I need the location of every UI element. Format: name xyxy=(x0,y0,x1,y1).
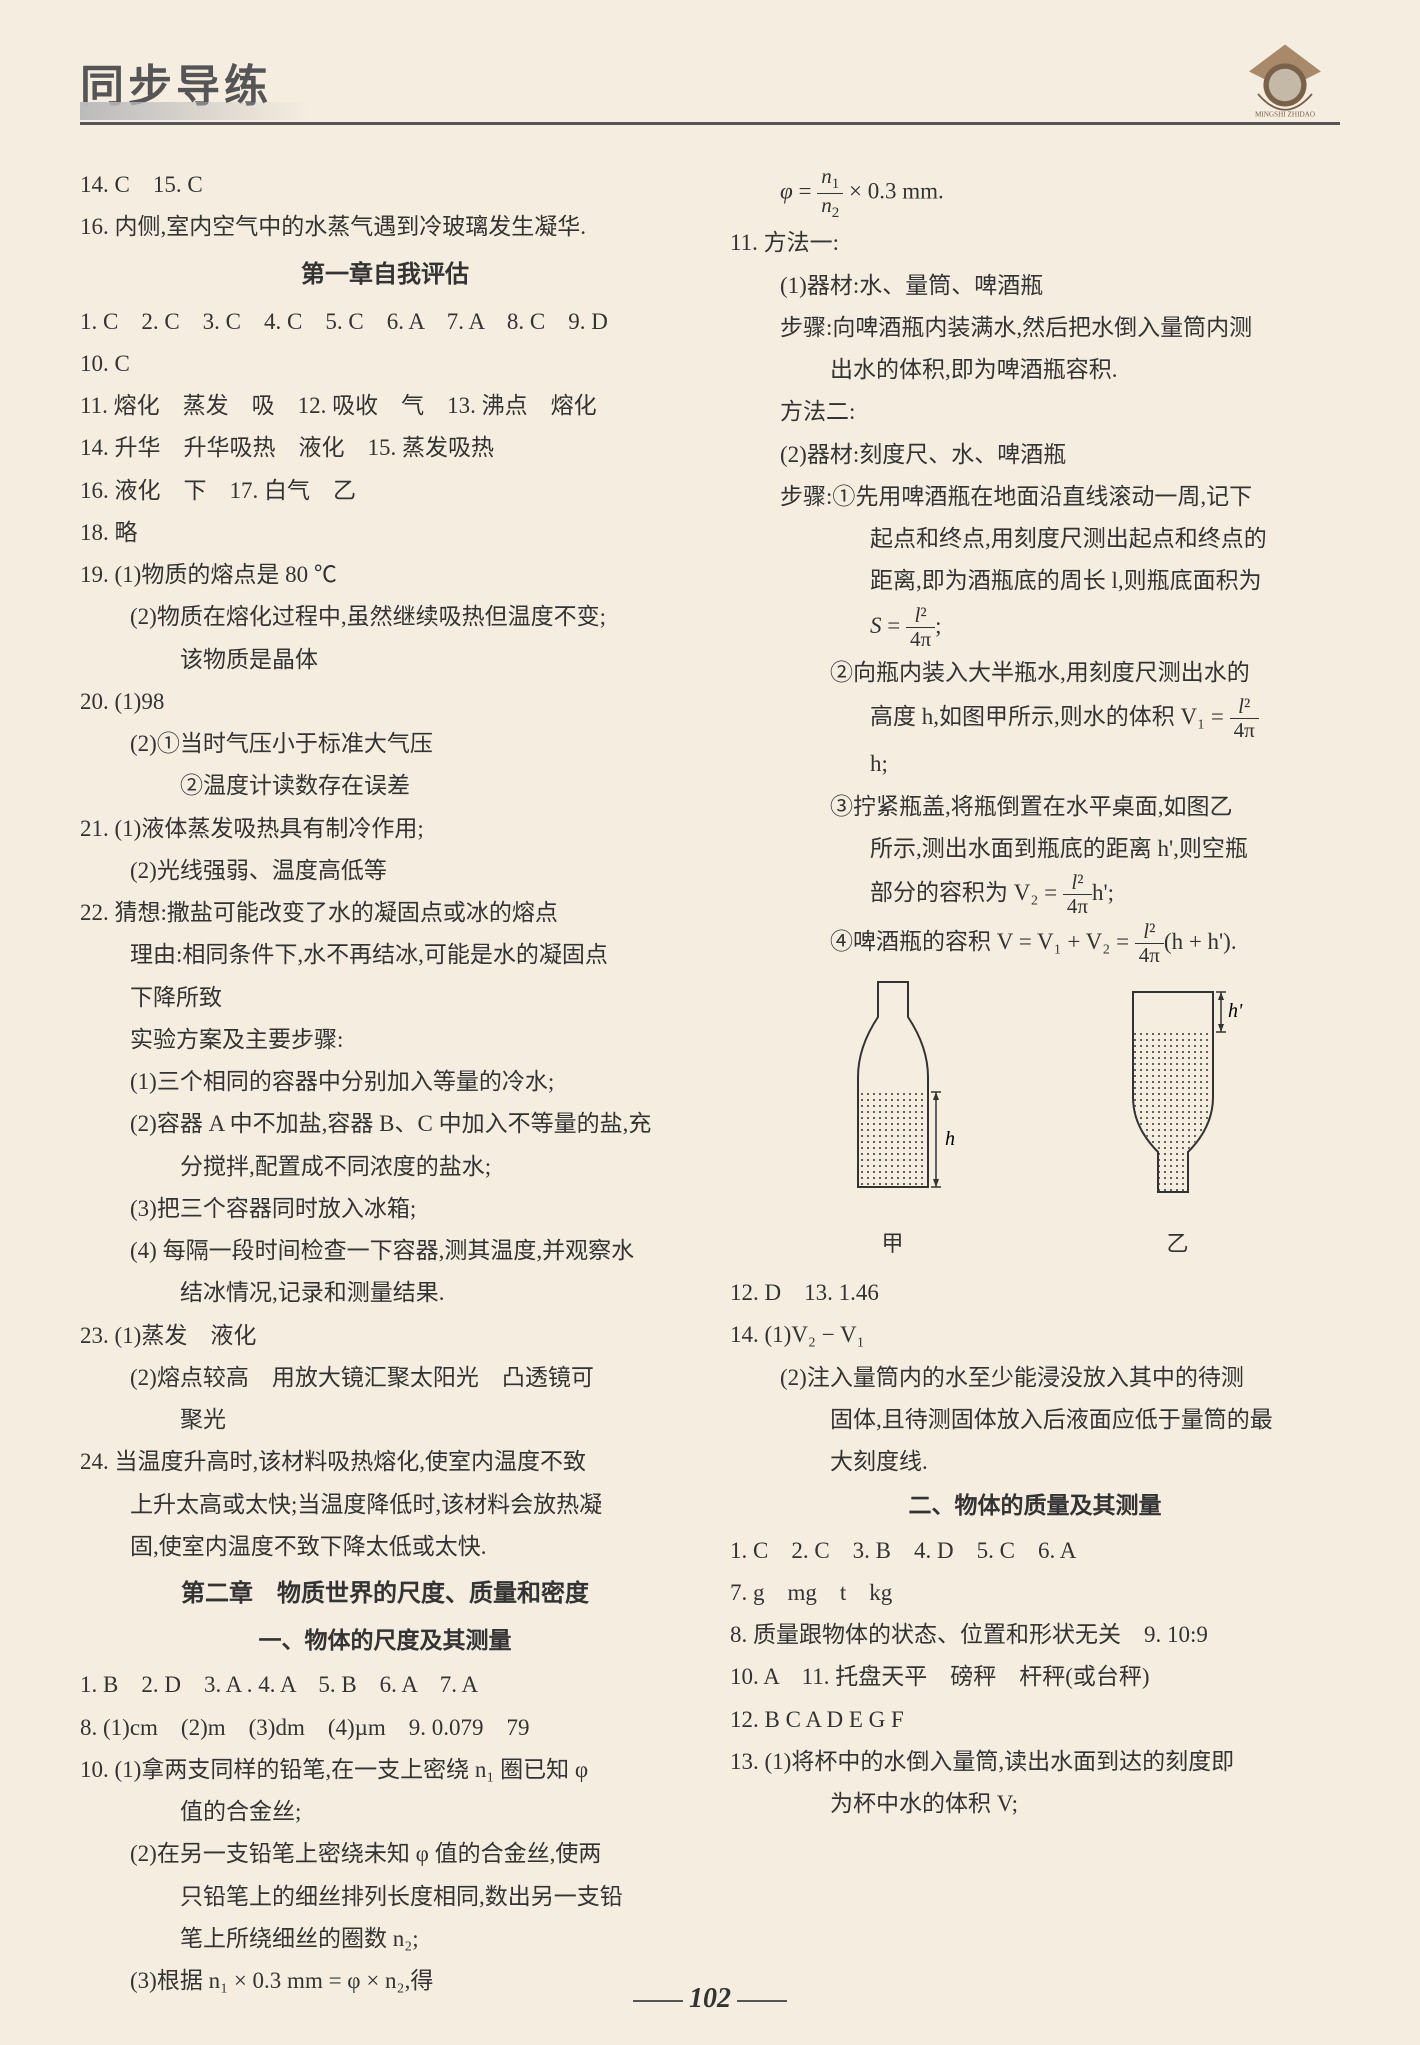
answer-line: 理由:相同条件下,水不再结冰,可能是水的凝固点 xyxy=(80,935,690,975)
subsection-heading: 二、物体的质量及其测量 xyxy=(730,1486,1340,1526)
answer-line: 大刻度线. xyxy=(730,1442,1340,1482)
formula-line: 部分的容积为 V₂ = l²4πh'; xyxy=(730,871,1340,918)
logo-badge-icon: MINGSHI ZHIDAO xyxy=(1240,40,1330,130)
title-underline xyxy=(80,122,1340,125)
title-shadow xyxy=(80,102,310,120)
answer-line: (4) 每隔一段时间检查一下容器,测其温度,并观察水 xyxy=(80,1231,690,1271)
answer-line: 距离,即为酒瓶底的周长 l,则瓶底面积为 xyxy=(730,561,1340,601)
bottle-label-2: 乙 xyxy=(1108,1225,1248,1264)
answer-line: 14. C 15. C xyxy=(80,165,690,205)
answer-line: 1. C 2. C 3. C 4. C 5. C 6. A 7. A 8. C … xyxy=(80,302,690,342)
answer-line: 起点和终点,用刻度尺测出起点和终点的 xyxy=(730,519,1340,559)
label-hp: h' xyxy=(1228,1000,1243,1022)
answer-line: 方法二: xyxy=(730,392,1340,432)
bottle-upright-icon: h xyxy=(823,977,963,1207)
answer-line: (1)三个相同的容器中分别加入等量的冷水; xyxy=(80,1062,690,1102)
answer-line: 聚光 xyxy=(80,1400,690,1440)
bottle-inverted: h' 乙 xyxy=(1108,977,1248,1263)
answer-line: 10. A 11. 托盘天平 磅秤 杆秤(或台秤) xyxy=(730,1657,1340,1697)
answer-line: 结冰情况,记录和测量结果. xyxy=(80,1273,690,1313)
left-column: 14. C 15. C 16. 内侧,室内空气中的水蒸气遇到冷玻璃发生凝华. 第… xyxy=(80,165,690,2003)
answer-line: 下降所致 xyxy=(80,978,690,1018)
answer-line: 分搅拌,配置成不同浓度的盐水; xyxy=(80,1147,690,1187)
answer-line: 笔上所绕细丝的圈数 n₂; xyxy=(80,1919,690,1959)
section-heading: 第一章自我评估 xyxy=(80,254,690,296)
answer-line: 11. 方法一: xyxy=(730,223,1340,263)
formula-text: 高度 h,如图甲所示,则水的体积 V₁ = xyxy=(870,704,1230,729)
answer-line: 12. B C A D E G F xyxy=(730,1700,1340,1740)
answer-line: ③拧紧瓶盖,将瓶倒置在水平桌面,如图乙 xyxy=(730,787,1340,827)
answer-line: 24. 当温度升高时,该材料吸热熔化,使室内温度不致 xyxy=(80,1442,690,1482)
main-content: 14. C 15. C 16. 内侧,室内空气中的水蒸气遇到冷玻璃发生凝华. 第… xyxy=(80,165,1340,2003)
answer-line: 值的合金丝; xyxy=(80,1792,690,1832)
answer-line: 16. 内侧,室内空气中的水蒸气遇到冷玻璃发生凝华. xyxy=(80,207,690,247)
formula-text: 部分的容积为 V₂ = xyxy=(870,880,1063,905)
answer-line: 10. C xyxy=(80,344,690,384)
answer-line: (2)器材:刻度尺、水、啤酒瓶 xyxy=(730,435,1340,475)
answer-line: 23. (1)蒸发 液化 xyxy=(80,1316,690,1356)
bottle-diagram: h 甲 h' 乙 xyxy=(730,977,1340,1263)
page-number: 102 xyxy=(627,1983,793,2015)
answer-line: 14. (1)V₂ − V₁ xyxy=(730,1315,1340,1355)
answer-line: 16. 液化 下 17. 白气 乙 xyxy=(80,471,690,511)
answer-line: 出水的体积,即为啤酒瓶容积. xyxy=(730,350,1340,390)
subsection-heading: 一、物体的尺度及其测量 xyxy=(80,1621,690,1661)
answer-line: (2)物质在熔化过程中,虽然继续吸热但温度不变; xyxy=(80,597,690,637)
page-header: 同步导练 MINGSHI ZHIDAO xyxy=(80,50,1340,125)
answer-line: 固体,且待测固体放入后液面应低于量筒的最 xyxy=(730,1400,1340,1440)
answer-line: 实验方案及主要步骤: xyxy=(80,1020,690,1060)
answer-line: 为杯中水的体积 V; xyxy=(730,1784,1340,1824)
answer-line: (3)根据 n₁ × 0.3 mm = φ × n₂,得 xyxy=(80,1961,690,2001)
formula-line: φ = n1n2 × 0.3 mm. xyxy=(730,165,1340,221)
answer-line: 8. (1)cm (2)m (3)dm (4)µm 9. 0.079 79 xyxy=(80,1708,690,1748)
formula-text: ④啤酒瓶的容积 V = V₁ + V₂ = xyxy=(830,929,1135,954)
answer-line: 步骤:①先用啤酒瓶在地面沿直线滚动一周,记下 xyxy=(730,477,1340,517)
answer-line: (2)注入量筒内的水至少能浸没放入其中的待测 xyxy=(730,1358,1340,1398)
section-heading: 第二章 物质世界的尺度、质量和密度 xyxy=(80,1573,690,1615)
svg-text:MINGSHI ZHIDAO: MINGSHI ZHIDAO xyxy=(1255,111,1315,119)
answer-line: 20. (1)98 xyxy=(80,682,690,722)
answer-line: (2)①当时气压小于标准大气压 xyxy=(80,724,690,764)
answer-line: (2)容器 A 中不加盐,容器 B、C 中加入不等量的盐,充 xyxy=(80,1104,690,1144)
answer-line: ②向瓶内装入大半瓶水,用刻度尺测出水的 xyxy=(730,653,1340,693)
answer-line: (2)在另一支铅笔上密绕未知 φ 值的合金丝,使两 xyxy=(80,1834,690,1874)
answer-line: 10. (1)拿两支同样的铅笔,在一支上密绕 n₁ 圈已知 φ xyxy=(80,1750,690,1790)
formula-line: ④啤酒瓶的容积 V = V₁ + V₂ = l²4π(h + h'). xyxy=(730,920,1340,967)
bottle-inverted-icon: h' xyxy=(1108,977,1248,1207)
bottle-label-1: 甲 xyxy=(823,1225,963,1264)
formula-text: h'; xyxy=(1092,880,1114,905)
answer-line: 所示,测出水面到瓶底的距离 h',则空瓶 xyxy=(730,829,1340,869)
answer-line: 只铅笔上的细丝排列长度相同,数出另一支铅 xyxy=(80,1877,690,1917)
formula-text: × 0.3 mm. xyxy=(849,178,944,203)
answer-line: (1)器材:水、量筒、啤酒瓶 xyxy=(730,266,1340,306)
answer-line: 1. B 2. D 3. A . 4. A 5. B 6. A 7. A xyxy=(80,1665,690,1705)
answer-line: 8. 质量跟物体的状态、位置和形状无关 9. 10:9 xyxy=(730,1615,1340,1655)
formula-text: (h + h'). xyxy=(1164,929,1237,954)
answer-line: 18. 略 xyxy=(80,513,690,553)
formula-line: 高度 h,如图甲所示,则水的体积 V₁ = l²4π xyxy=(730,695,1340,742)
answer-line: 1. C 2. C 3. B 4. D 5. C 6. A xyxy=(730,1531,1340,1571)
answer-line: 7. g mg t kg xyxy=(730,1573,1340,1613)
label-h: h xyxy=(945,1128,955,1150)
answer-line: 该物质是晶体 xyxy=(80,640,690,680)
answer-line: ②温度计读数存在误差 xyxy=(80,766,690,806)
answer-line: 22. 猜想:撒盐可能改变了水的凝固点或冰的熔点 xyxy=(80,893,690,933)
answer-line: 12. D 13. 1.46 xyxy=(730,1273,1340,1313)
right-column: φ = n1n2 × 0.3 mm. 11. 方法一: (1)器材:水、量筒、啤… xyxy=(730,165,1340,2003)
answer-line: 19. (1)物质的熔点是 80 ℃ xyxy=(80,555,690,595)
answer-line: (3)把三个容器同时放入冰箱; xyxy=(80,1189,690,1229)
answer-line: 11. 熔化 蒸发 吸 12. 吸收 气 13. 沸点 熔化 xyxy=(80,386,690,426)
answer-line: (2)熔点较高 用放大镜汇聚太阳光 凸透镜可 xyxy=(80,1358,690,1398)
answer-line: 上升太高或太快;当温度降低时,该材料会放热凝 xyxy=(80,1485,690,1525)
answer-line: 步骤:向啤酒瓶内装满水,然后把水倒入量筒内测 xyxy=(730,308,1340,348)
bottle-upright: h 甲 xyxy=(823,977,963,1263)
answer-line: 21. (1)液体蒸发吸热具有制冷作用; xyxy=(80,809,690,849)
answer-line: 固,使室内温度不致下降太低或太快. xyxy=(80,1527,690,1567)
answer-line: 13. (1)将杯中的水倒入量筒,读出水面到达的刻度即 xyxy=(730,1742,1340,1782)
answer-line: (2)光线强弱、温度高低等 xyxy=(80,851,690,891)
answer-line: h; xyxy=(730,744,1340,784)
formula-line: S = l²4π; xyxy=(730,604,1340,651)
answer-line: 14. 升华 升华吸热 液化 15. 蒸发吸热 xyxy=(80,428,690,468)
